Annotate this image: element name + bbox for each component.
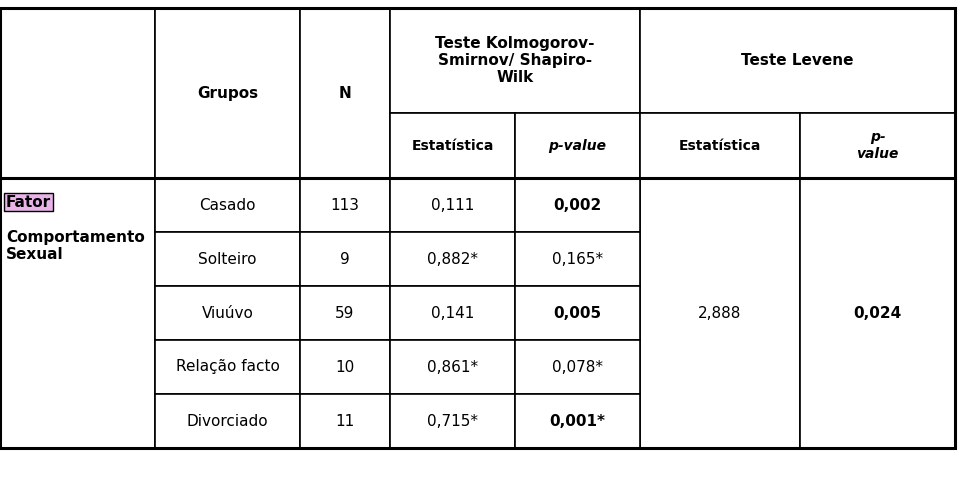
Text: Estatística: Estatística [411,139,493,152]
Bar [300,340,390,394]
Bar [300,394,390,448]
Bar [515,286,640,340]
Bar [515,394,640,448]
Text: 0,165*: 0,165* [552,251,604,267]
Bar [300,8,390,178]
Bar [300,286,390,340]
Bar [640,113,800,178]
Text: 11: 11 [335,413,355,428]
Bar [155,286,300,340]
Bar [300,232,390,286]
Text: Comportamento
Sexual: Comportamento Sexual [6,230,144,262]
Bar [390,8,640,113]
Bar [640,8,955,113]
Bar [390,286,515,340]
Text: 59: 59 [335,305,355,321]
Text: Grupos: Grupos [197,86,258,100]
Bar [390,232,515,286]
Text: Teste Kolmogorov-
Smirnov/ Shapiro-
Wilk: Teste Kolmogorov- Smirnov/ Shapiro- Wilk [435,35,595,86]
Bar [800,178,955,448]
Bar [800,113,955,178]
Bar [155,340,300,394]
Text: 0,024: 0,024 [853,305,902,321]
Bar [0,8,155,178]
Text: Casado: Casado [199,197,255,213]
Text: 2,888: 2,888 [698,305,742,321]
Bar [155,232,300,286]
Bar [515,178,640,232]
Text: 0,001*: 0,001* [550,413,605,428]
Text: Teste Levene: Teste Levene [741,53,854,68]
Bar [390,178,515,232]
Text: 0,715*: 0,715* [427,413,478,428]
Text: N: N [338,86,351,100]
Bar [640,178,800,448]
Text: 0,078*: 0,078* [552,359,603,374]
Text: Fator: Fator [6,195,51,209]
Text: Relação facto: Relação facto [176,359,280,374]
Bar [300,178,390,232]
Bar [515,340,640,394]
Bar [0,178,155,448]
Text: Divorciado: Divorciado [186,413,268,428]
Bar [515,113,640,178]
Text: 0,005: 0,005 [554,305,602,321]
Text: 0,111: 0,111 [431,197,474,213]
Text: Viuúvo: Viuúvo [202,305,254,321]
Text: 0,002: 0,002 [554,197,602,213]
Text: 113: 113 [331,197,360,213]
Text: Estatística: Estatística [679,139,761,152]
Bar [390,394,515,448]
Text: 10: 10 [335,359,355,374]
Bar [390,340,515,394]
Text: 0,861*: 0,861* [427,359,478,374]
Text: p-value: p-value [549,139,606,152]
Text: 9: 9 [340,251,350,267]
Bar [515,232,640,286]
Text: p-
value: p- value [856,130,899,161]
Bar [155,178,300,232]
Text: Solteiro: Solteiro [198,251,256,267]
Bar [155,394,300,448]
Text: 0,141: 0,141 [431,305,474,321]
Bar [155,8,300,178]
Bar [390,113,515,178]
Text: 0,882*: 0,882* [427,251,478,267]
